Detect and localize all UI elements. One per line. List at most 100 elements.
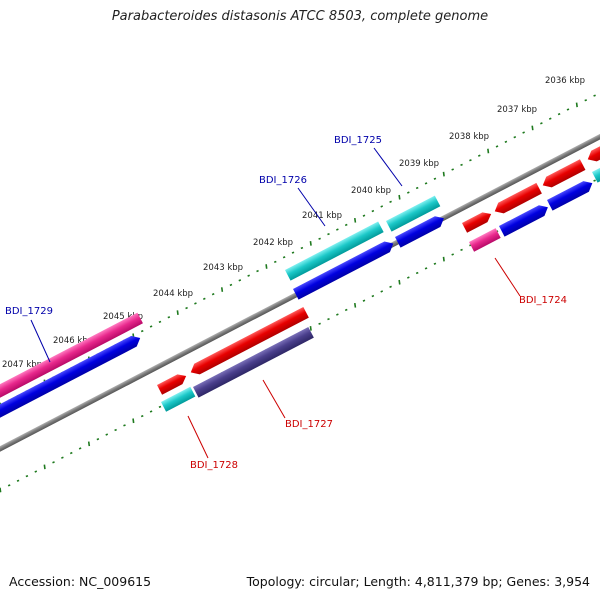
- tick-label-8: 2044 kbp: [153, 289, 193, 299]
- inner-tick-38: [336, 313, 339, 316]
- inner-tick-50: [442, 256, 445, 262]
- inner-tick-51: [451, 253, 454, 256]
- inner-tick-2: [16, 479, 20, 482]
- outer-tick-45: [398, 194, 401, 200]
- outer-tick-28: [247, 274, 250, 277]
- tick-labels: 2036 kbp 2037 kbp 2038 kbp 2039 kbp 2040 kbp…: [2, 76, 585, 370]
- outer-tick-50: [442, 171, 445, 177]
- inner-tick-3: [25, 474, 29, 478]
- inner-tick-14: [123, 424, 126, 427]
- gene-label-bdi-1728: BDI_1728: [190, 460, 238, 471]
- gene-features: [0, 135, 600, 436]
- outer-tick-41: [362, 214, 366, 217]
- tick-label-4: 2040 kbp: [351, 186, 391, 196]
- gene-cyan-bdi1725: [386, 195, 441, 232]
- inner-tick-37: [327, 317, 330, 321]
- gene-red-right-1: [494, 182, 542, 214]
- gene-label-leader-1: [297, 187, 326, 227]
- gene-blue-right-1: [499, 205, 548, 237]
- gene-cyan-right-edge: [592, 162, 600, 183]
- outer-tick-16: [140, 329, 144, 333]
- tick-label-3: 2039 kbp: [399, 159, 439, 169]
- outer-tick-58: [513, 136, 517, 139]
- outer-tick-26: [229, 283, 233, 287]
- inner-tick-4: [34, 470, 38, 473]
- inner-tick-1: [7, 484, 11, 487]
- inner-tick-41: [362, 299, 366, 302]
- outer-tick-27: [238, 279, 242, 282]
- outer-tick-29: [256, 269, 259, 273]
- outer-tick-39: [344, 223, 348, 227]
- inner-tick-67: [593, 179, 596, 182]
- tick-label-11: 2047 kbp: [2, 360, 42, 370]
- inner-tick-11: [96, 438, 100, 441]
- outer-tick-42: [371, 209, 375, 213]
- tick-label-2: 2038 kbp: [449, 132, 489, 142]
- inner-tick-18: [158, 405, 162, 409]
- outer-tick-30: [265, 264, 268, 269]
- inner-tick-42: [371, 294, 375, 298]
- outer-tick-52: [460, 163, 463, 167]
- gene-label-bdi-1725: BDI_1725: [334, 135, 382, 146]
- gene-slate-bdi1727: [193, 326, 314, 398]
- outer-tick-19: [167, 316, 171, 319]
- gene-pink-bdi1729: [0, 312, 143, 416]
- gene-red-small-2: [462, 212, 492, 233]
- gene-label-bdi-1726: BDI_1726: [259, 175, 307, 186]
- outer-tick-21: [185, 306, 188, 310]
- outer-tick-25: [220, 287, 224, 292]
- outer-tick-22: [194, 302, 197, 305]
- inner-tick-row: [0, 179, 596, 493]
- inner-tick-35: [309, 326, 312, 331]
- gene-cyan-bdi1728: [161, 386, 196, 412]
- tick-label-6: 2042 kbp: [253, 238, 293, 248]
- inner-tick-16: [140, 414, 144, 418]
- inner-tick-8: [69, 451, 73, 455]
- outer-tick-57: [504, 140, 508, 143]
- outer-tick-65: [575, 102, 578, 108]
- outer-tick-38: [336, 228, 339, 231]
- outer-tick-20: [176, 310, 179, 316]
- inner-tick-10: [87, 441, 91, 447]
- outer-tick-24: [211, 293, 215, 296]
- gene-label-bdi-1729: BDI_1729: [5, 306, 53, 317]
- outer-tick-60: [531, 125, 534, 131]
- accession-text: Accession: NC_009615: [9, 574, 152, 589]
- outer-tick-49: [433, 177, 437, 180]
- gene-red-right-2: [542, 159, 586, 188]
- outer-tick-32: [282, 256, 286, 259]
- outer-tick-67: [593, 94, 596, 97]
- outer-tick-34: [300, 246, 304, 250]
- outer-tick-55: [487, 148, 490, 154]
- inner-tick-9: [78, 447, 82, 450]
- gene-label-leader-3: [494, 257, 521, 297]
- inner-tick-12: [105, 433, 109, 436]
- gene-red-right-3: [587, 135, 600, 162]
- outer-tick-46: [407, 191, 410, 194]
- outer-tick-36: [318, 237, 321, 240]
- inner-tick-43: [380, 290, 384, 293]
- inner-tick-52: [460, 248, 463, 252]
- gene-blue-left: [0, 335, 141, 436]
- inner-tick-0: [0, 487, 2, 493]
- outer-tick-47: [415, 186, 419, 190]
- outer-tick-61: [540, 122, 543, 125]
- gene-label-leader-0: [373, 147, 403, 187]
- outer-tick-54: [477, 154, 481, 157]
- outer-tick-64: [566, 108, 570, 111]
- gene-red-bdi1727: [190, 306, 309, 375]
- outer-tick-37: [327, 232, 330, 236]
- tick-label-5: 2041 kbp: [302, 211, 342, 221]
- inner-tick-46: [407, 276, 410, 279]
- gene-pink-bdi1724: [469, 228, 501, 252]
- outer-tick-43: [380, 205, 384, 208]
- inner-tick-44: [389, 285, 392, 288]
- inner-tick-36: [318, 322, 321, 325]
- outer-tick-17: [149, 325, 153, 328]
- inner-tick-17: [149, 410, 153, 413]
- inner-tick-39: [344, 308, 348, 312]
- outer-tick-33: [291, 251, 295, 254]
- gene-red-small-1: [157, 374, 187, 395]
- inner-tick-53: [469, 244, 472, 247]
